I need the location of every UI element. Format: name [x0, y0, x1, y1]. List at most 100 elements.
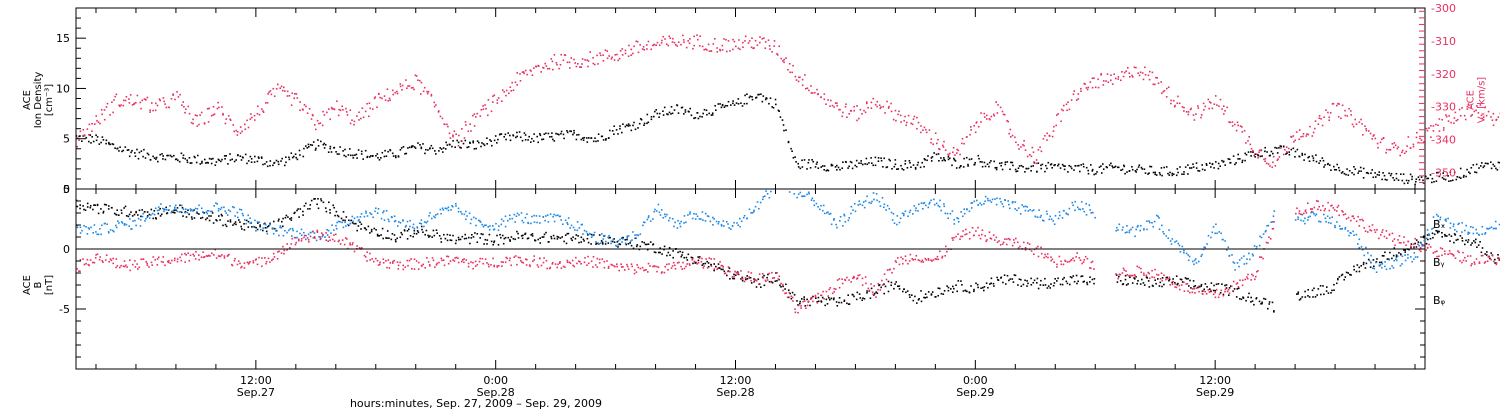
bz-point [934, 258, 937, 260]
vx-point [776, 53, 778, 55]
bz-point [576, 262, 578, 265]
bx-point [1163, 283, 1165, 286]
bz-point [407, 264, 409, 267]
vx-point [247, 126, 250, 129]
ion-density-point [221, 158, 223, 161]
vx-point [1263, 158, 1265, 161]
by-point [833, 218, 835, 220]
by-point [863, 206, 866, 209]
ion-density-point [227, 163, 229, 165]
bx-point [947, 286, 950, 289]
by-point [1068, 207, 1071, 210]
bz-point [298, 238, 300, 241]
bz-point [358, 247, 361, 249]
ion-density-point [1192, 166, 1195, 168]
vx-point [1122, 75, 1125, 78]
ion-density-point [111, 143, 114, 145]
ion-density-point [395, 156, 397, 159]
by-point [970, 207, 973, 209]
bx-point [1325, 290, 1328, 292]
by-point [1445, 218, 1447, 220]
bx-point [133, 213, 136, 216]
by-point [475, 217, 477, 220]
bz-point [1136, 265, 1138, 268]
ion-density-point [523, 132, 526, 134]
bx-point [931, 291, 934, 293]
by-point [951, 210, 954, 212]
vx-point [439, 115, 442, 118]
bx-point [1344, 276, 1347, 278]
vx-point [423, 86, 426, 89]
bx-point [632, 247, 635, 250]
vx-point [1473, 110, 1476, 113]
bx-point [1053, 282, 1056, 284]
by-point [1297, 218, 1299, 220]
vx-point [1052, 130, 1055, 132]
bz-point [435, 264, 438, 266]
ion-density-point [724, 104, 727, 107]
ion-density-point [1495, 167, 1497, 170]
bz-point [432, 259, 435, 262]
ion-density-point [1117, 166, 1120, 169]
vx-point [1415, 136, 1418, 139]
by-point [819, 208, 821, 211]
ion-density-point [312, 141, 315, 143]
bx-point [347, 224, 350, 227]
vx-point [726, 50, 728, 53]
bz-point [517, 256, 520, 259]
bx-point [225, 225, 228, 228]
bx-point [821, 296, 824, 299]
vx-point [353, 120, 356, 123]
bz-point [309, 235, 312, 238]
by-point [712, 224, 714, 226]
bx-point [443, 233, 445, 236]
vx-point [472, 114, 474, 117]
by-point [733, 221, 735, 224]
bx-point [582, 238, 585, 241]
ion-density-point [965, 156, 968, 159]
ion-density-point [639, 118, 642, 120]
bz-point [502, 261, 504, 263]
vx-point [989, 118, 991, 121]
by-point [1436, 213, 1438, 216]
ion-density-point [105, 139, 108, 142]
vx-point [866, 101, 868, 103]
vx-point [900, 121, 902, 123]
bz-point [885, 278, 888, 281]
vx-point [789, 71, 791, 74]
vx-point [587, 65, 589, 68]
by-point [150, 214, 152, 216]
ion-density-point [715, 109, 717, 111]
vx-point [1248, 136, 1250, 138]
vx-point [1432, 130, 1435, 132]
bz-point [484, 258, 487, 260]
by-point [1392, 267, 1395, 269]
ion-density-point [1106, 166, 1108, 169]
bx-point [977, 286, 979, 289]
by-point [1007, 200, 1009, 202]
ion-density-point [670, 113, 672, 115]
ion-density-point [519, 136, 522, 139]
bz-point [282, 245, 284, 248]
ion-density-point [1474, 171, 1476, 173]
vx-point [208, 107, 210, 110]
vx-point [1386, 148, 1388, 151]
bz-point [388, 267, 391, 269]
by-point [839, 220, 841, 222]
vx-point [1350, 114, 1352, 116]
vx-point [152, 109, 154, 112]
bx-point [1086, 283, 1089, 286]
ion-density-point [670, 106, 673, 108]
bx-point [499, 233, 501, 236]
bx-point [1161, 285, 1163, 288]
bz-point [590, 260, 593, 263]
by-point [1169, 240, 1172, 242]
bx-point [993, 285, 995, 287]
by-point [1080, 201, 1083, 203]
bz-point [908, 260, 911, 262]
bx-point [618, 243, 621, 245]
by-point [444, 207, 447, 210]
by-point [1012, 201, 1014, 203]
by-point [1324, 217, 1327, 219]
by-point [179, 211, 182, 213]
